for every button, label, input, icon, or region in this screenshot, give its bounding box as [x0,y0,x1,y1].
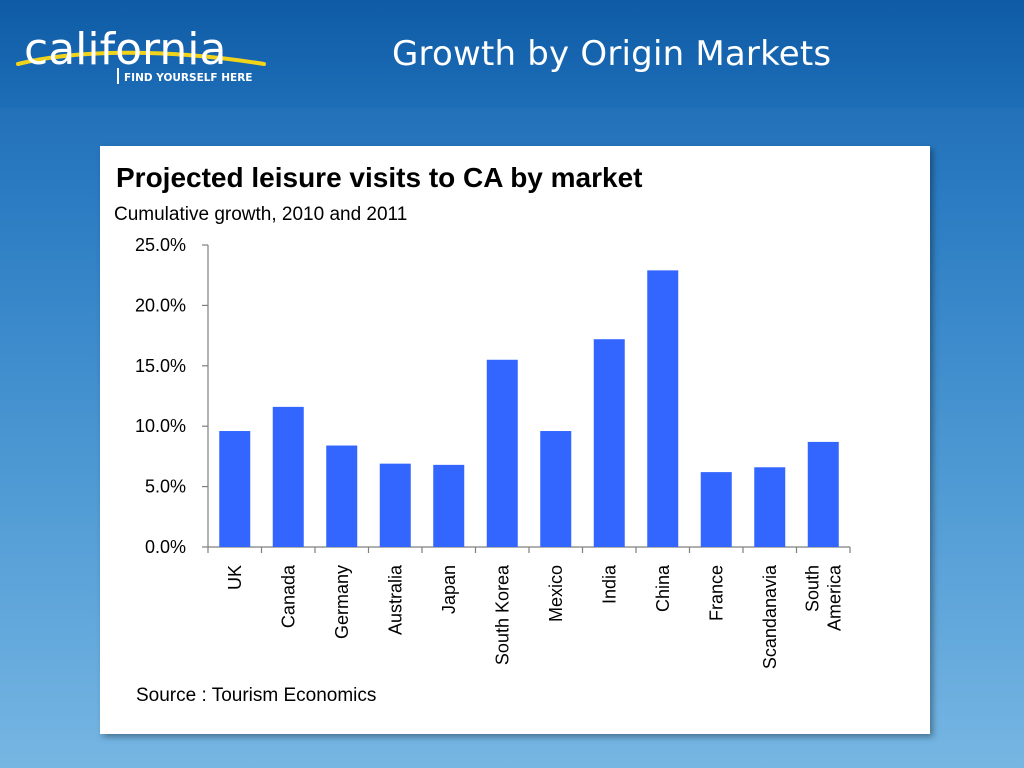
x-tick-label: South [802,565,822,612]
bar [486,359,518,547]
x-tick-label: Canada [278,564,298,628]
bar [272,406,304,547]
x-tick-label: Scandanavia [760,564,780,669]
x-tick-label: France [706,565,726,621]
x-tick-label: Japan [439,565,459,614]
bar [593,339,625,547]
bar [700,472,732,547]
logo-tagline: FIND YOURSELF HERE [124,72,252,84]
x-tick-label: India [599,564,619,604]
x-tick-label: UK [225,565,245,590]
y-tick-label: 5.0% [145,477,186,497]
chart-panel: Projected leisure visits to CA by market… [100,146,930,734]
bar [540,431,572,547]
y-tick-label: 20.0% [135,295,186,315]
bar [807,441,839,547]
x-tick-label: Germany [332,565,352,639]
x-tick-label: China [653,564,673,612]
y-tick-label: 0.0% [145,537,186,557]
chart-source: Source : Tourism Economics [136,685,377,706]
slide-title: Growth by Origin Markets [392,34,832,74]
chart-subtitle: Cumulative growth, 2010 and 2011 [114,204,408,225]
bar [379,463,411,547]
y-tick-label: 25.0% [135,235,186,255]
bar [326,445,358,547]
bar [647,270,679,547]
logo-wordmark: california [24,24,226,75]
y-tick-label: 15.0% [135,356,186,376]
x-tick-label: Australia [385,564,405,635]
x-tick-label: Mexico [546,565,566,622]
x-tick-label: America [824,564,844,631]
y-tick-label: 10.0% [135,416,186,436]
california-logo: california FIND YOURSELF HERE [16,24,266,84]
chart-title: Projected leisure visits to CA by market [116,162,643,193]
bar [433,464,465,547]
logo-swoosh [16,50,266,66]
x-tick-label: South Korea [492,564,512,665]
bar [219,431,251,547]
bar-chart: 0.0% 5.0% 10.0% 15.0% 20.0% 25.0% UK Canada Germ… [135,235,851,669]
bar [754,467,786,547]
